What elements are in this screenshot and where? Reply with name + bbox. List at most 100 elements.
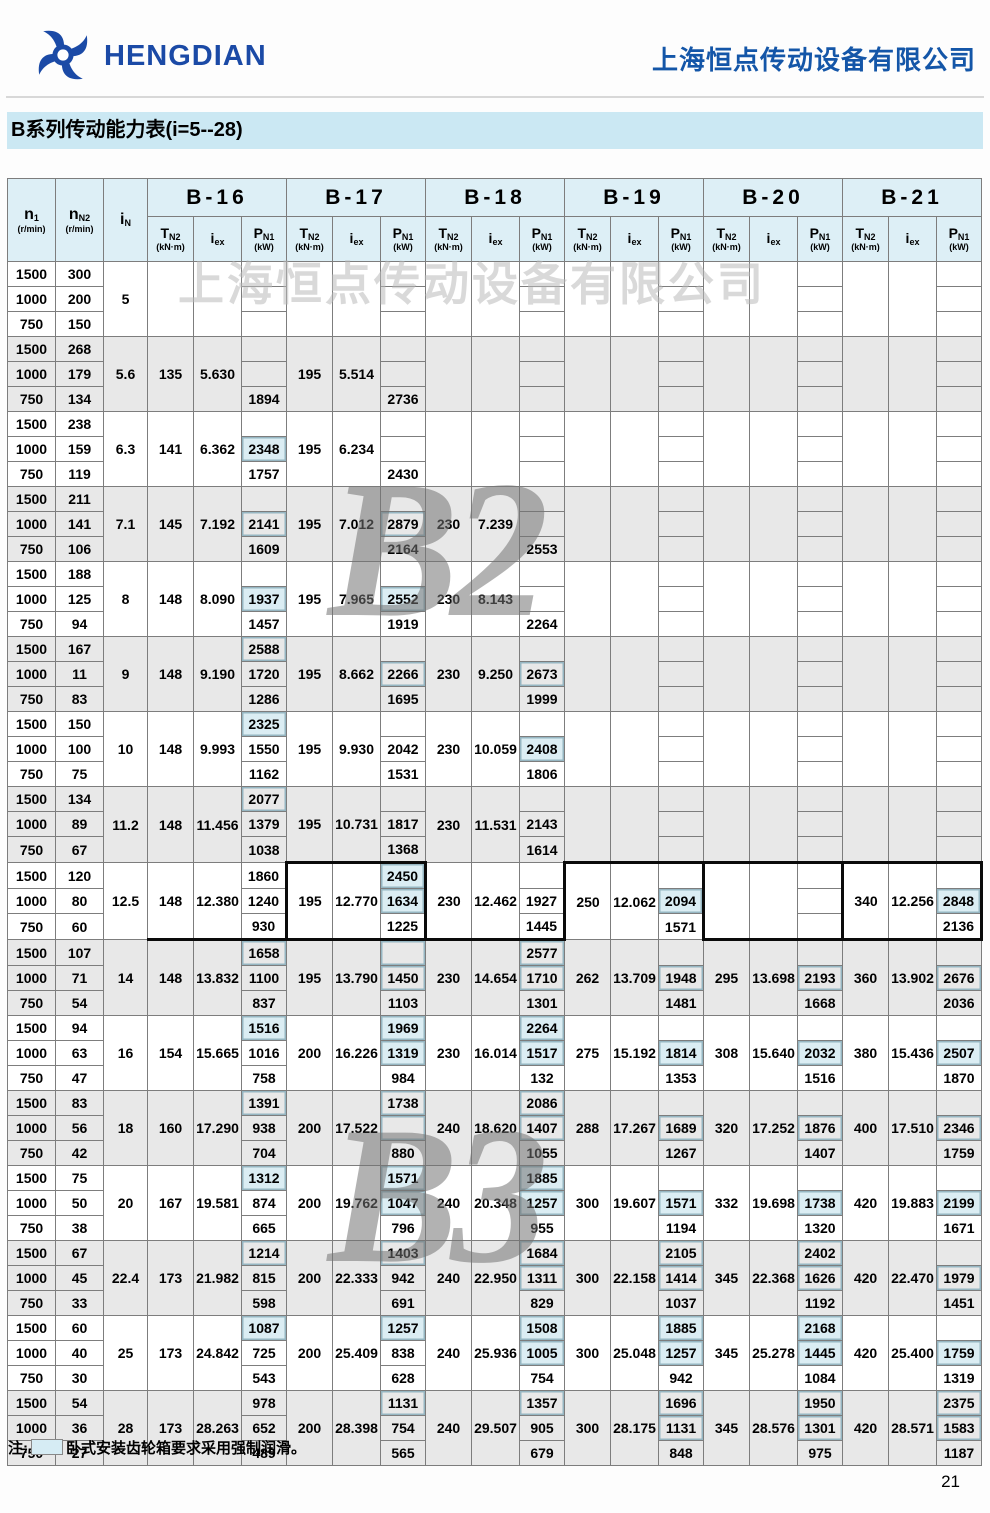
cell-iex: 9.250 xyxy=(471,636,520,712)
cell-pn1: 984 xyxy=(380,1065,426,1091)
cell-iex: 19.581 xyxy=(193,1165,242,1241)
cell-iex xyxy=(888,711,937,787)
cell-pn1: 2848 xyxy=(936,888,983,914)
cell-pn1: 1710 xyxy=(519,965,565,991)
cell-pn1: 1927 xyxy=(519,888,565,914)
cell-tn2 xyxy=(842,786,889,863)
cell-pn1: 1445 xyxy=(797,1340,843,1366)
cell-tn2: 154 xyxy=(147,1015,194,1091)
cell-pn1: 1950 xyxy=(797,1390,843,1416)
cell-pn1 xyxy=(936,736,982,762)
cell-pn1: 598 xyxy=(241,1290,287,1316)
cell-pn1: 1319 xyxy=(936,1365,982,1391)
cell-iex: 9.930 xyxy=(332,711,381,787)
col-unit: (kW) xyxy=(949,242,969,253)
cell-n1: 750 xyxy=(7,1215,56,1241)
col-symbol-sub: N2 xyxy=(78,213,91,223)
cell-n2: 120 xyxy=(55,862,104,889)
cell-iex xyxy=(749,786,798,863)
cell-n1: 750 xyxy=(7,761,56,787)
cell-iex: 12.770 xyxy=(332,861,381,941)
cell-n2: 94 xyxy=(55,1015,104,1041)
cell-pn1 xyxy=(658,386,704,412)
cell-iex: 15.192 xyxy=(610,1015,659,1091)
col-symbol: i xyxy=(627,229,632,246)
cell-tn2: 195 xyxy=(286,561,333,637)
cell-iex: 25.278 xyxy=(749,1315,798,1391)
hengdian-logo-icon xyxy=(38,30,88,80)
cell-tn2: 200 xyxy=(286,1015,333,1091)
cell-pn1 xyxy=(658,761,704,787)
col-symbol: n xyxy=(68,206,79,223)
cell-pn1: 2879 xyxy=(380,511,426,537)
sub-header: iex xyxy=(888,216,937,262)
cell-tn2: 262 xyxy=(564,939,611,1016)
cell-tn2: 148 xyxy=(147,786,194,863)
cell-pn1 xyxy=(936,386,982,412)
cell-pn1: 2402 xyxy=(797,1240,843,1266)
cell-n1: 750 xyxy=(7,1065,56,1091)
cell-pn1 xyxy=(241,561,287,587)
cell-iex: 13.709 xyxy=(610,939,659,1016)
cell-pn1: 1759 xyxy=(936,1340,982,1366)
cell-pn1 xyxy=(936,486,982,512)
cell-pn1: 725 xyxy=(241,1340,287,1366)
cell-pn1: 2141 xyxy=(241,511,287,537)
highlight-legend-swatch xyxy=(31,1439,63,1455)
cell-pn1 xyxy=(936,1165,982,1191)
cell-pn1 xyxy=(658,586,704,612)
cell-iex: 15.665 xyxy=(193,1015,242,1091)
cell-pn1: 679 xyxy=(519,1440,565,1466)
cell-pn1: 1301 xyxy=(797,1415,843,1441)
cell-pn1: 796 xyxy=(380,1215,426,1241)
cell-n1: 750 xyxy=(7,1140,56,1166)
cell-pn1 xyxy=(658,486,704,512)
cell-n2: 119 xyxy=(55,461,104,487)
cell-tn2: 135 xyxy=(147,336,194,412)
cell-iex: 24.842 xyxy=(193,1315,242,1391)
cell-iex: 25.409 xyxy=(332,1315,381,1391)
cell-in: 10 xyxy=(103,711,148,787)
col-symbol-sub: N1 xyxy=(262,231,275,242)
cell-pn1 xyxy=(797,536,843,562)
cell-pn1: 1047 xyxy=(380,1190,426,1216)
cell-iex: 15.436 xyxy=(888,1015,937,1091)
cell-tn2: 340 xyxy=(842,861,889,941)
cell-pn1: 1407 xyxy=(797,1140,843,1166)
col-unit: (kN·m) xyxy=(295,242,324,253)
cell-pn1: 1357 xyxy=(519,1390,565,1416)
cell-pn1 xyxy=(658,786,704,812)
cell-n2: 75 xyxy=(55,1165,104,1191)
cell-pn1 xyxy=(241,261,287,287)
cell-iex: 7.965 xyxy=(332,561,381,637)
cell-pn1: 1319 xyxy=(380,1040,426,1066)
cell-pn1 xyxy=(797,261,843,287)
cell-n1: 1500 xyxy=(7,1240,56,1266)
cell-tn2: 148 xyxy=(147,561,194,637)
cell-pn1 xyxy=(380,786,426,812)
cell-pn1: 1162 xyxy=(241,761,287,787)
cell-pn1 xyxy=(797,861,844,889)
cell-pn1 xyxy=(936,511,982,537)
cell-pn1 xyxy=(519,336,565,362)
cell-iex: 21.982 xyxy=(193,1240,242,1316)
cell-pn1: 2408 xyxy=(519,736,565,762)
sub-header: iex xyxy=(471,216,520,262)
col-symbol-sub: ex xyxy=(353,236,364,247)
col-symbol-sub: 1 xyxy=(33,213,39,223)
cell-iex: 11.531 xyxy=(471,786,520,863)
cell-pn1: 1084 xyxy=(797,1365,843,1391)
cell-tn2: 200 xyxy=(286,1315,333,1391)
cell-pn1: 1571 xyxy=(658,1190,704,1216)
cell-pn1: 543 xyxy=(241,1365,287,1391)
cell-tn2: 420 xyxy=(842,1165,889,1241)
cell-iex: 13.902 xyxy=(888,939,937,1016)
cell-tn2: 300 xyxy=(564,1165,611,1241)
cell-iex: 17.290 xyxy=(193,1090,242,1166)
cell-pn1 xyxy=(936,311,982,337)
cell-iex: 12.462 xyxy=(471,862,520,941)
cell-pn1: 1016 xyxy=(241,1040,287,1066)
cell-iex: 13.832 xyxy=(193,939,242,1016)
cell-iex xyxy=(610,261,659,337)
cell-n1: 1000 xyxy=(7,586,56,612)
